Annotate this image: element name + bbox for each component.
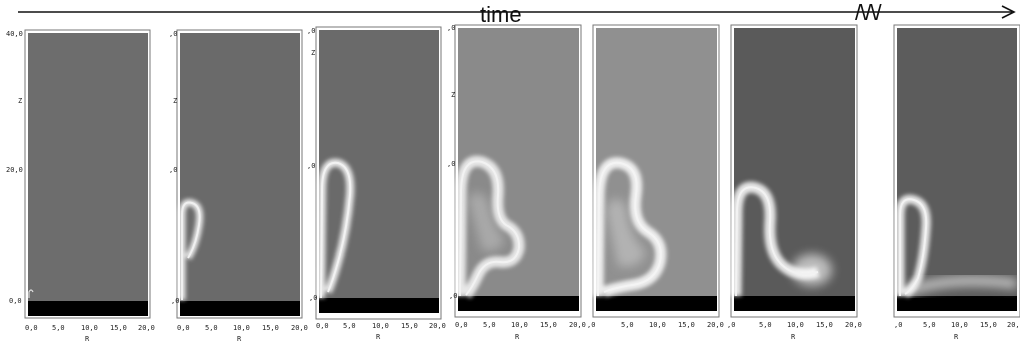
svg-text:10,0: 10,0 <box>372 322 389 330</box>
frame-1-plume <box>28 289 34 298</box>
frame-6-field <box>734 28 855 296</box>
svg-text:15,0: 15,0 <box>980 321 997 329</box>
svg-text:5,0: 5,0 <box>621 321 634 329</box>
svg-text:5,0: 5,0 <box>205 324 218 332</box>
frame-2-plume <box>178 199 204 300</box>
svg-text:0,0: 0,0 <box>455 321 468 329</box>
svg-text:Z: Z <box>311 49 315 57</box>
frame-3-plume <box>317 158 355 299</box>
frame-5: ,0 5,0 10,0 15,0 20,0 <box>587 24 724 329</box>
x-tick-5: 5,0 <box>52 324 65 332</box>
svg-text:,0: ,0 <box>587 321 595 329</box>
svg-text:10,0: 10,0 <box>951 321 968 329</box>
svg-text:10,0: 10,0 <box>649 321 666 329</box>
frame-4: ,0 ,0 ,0 Z 0,0 5,0 10,0 15,0 20,0 R <box>447 24 586 341</box>
svg-text:,0: ,0 <box>449 292 457 300</box>
svg-text:20,0: 20,0 <box>845 321 862 329</box>
svg-text:20,0: 20,0 <box>429 322 446 330</box>
svg-text:,0: ,0 <box>447 24 455 32</box>
z-tick-20: 20,0 <box>6 166 23 174</box>
x-axis-label: R <box>85 335 90 343</box>
svg-text:15,0: 15,0 <box>401 322 418 330</box>
time-label: time <box>480 2 522 27</box>
svg-text:5,0: 5,0 <box>483 321 496 329</box>
svg-text:0,0: 0,0 <box>316 322 329 330</box>
frame-3: ,0 ,0 ,0 Z 0,0 5,0 10,0 15,0 20,0 R <box>307 26 446 341</box>
svg-text:10,0: 10,0 <box>233 324 250 332</box>
svg-text:20,0: 20,0 <box>291 324 308 332</box>
frame-6-plume <box>730 181 832 297</box>
x-tick-15: 15,0 <box>110 324 127 332</box>
frame-7-plume <box>895 194 1018 298</box>
svg-text:20,0: 20,0 <box>707 321 724 329</box>
svg-text:,0: ,0 <box>307 162 315 170</box>
svg-text:,0: ,0 <box>447 160 455 168</box>
svg-text:R: R <box>515 333 520 341</box>
svg-text:5,0: 5,0 <box>923 321 936 329</box>
svg-text:5,0: 5,0 <box>343 322 356 330</box>
frame-1-field <box>28 33 148 301</box>
svg-text:,0: ,0 <box>309 294 317 302</box>
svg-text:R: R <box>791 333 796 341</box>
x-tick-10: 10,0 <box>81 324 98 332</box>
svg-text:R: R <box>954 333 959 341</box>
z-tick-40: 40,0 <box>6 30 23 38</box>
frame-7: ,0 5,0 10,0 15,0 20, R <box>893 24 1020 341</box>
svg-text:15,0: 15,0 <box>540 321 557 329</box>
frame-1: 40,0 20,0 0,0 Z 0,0 5,0 10,0 15,0 20,0 R <box>6 29 155 343</box>
svg-text:Z: Z <box>451 91 455 99</box>
svg-text:15,0: 15,0 <box>816 321 833 329</box>
svg-text:,0: ,0 <box>307 27 315 35</box>
time-arrow <box>18 5 1016 19</box>
svg-text:15,0: 15,0 <box>262 324 279 332</box>
svg-text:R: R <box>376 333 381 341</box>
svg-text:5,0: 5,0 <box>759 321 772 329</box>
svg-text:20,: 20, <box>1007 321 1020 329</box>
svg-text:,0: ,0 <box>169 166 177 174</box>
svg-text:,0: ,0 <box>171 297 179 305</box>
svg-text:,0: ,0 <box>727 321 735 329</box>
svg-text:,0: ,0 <box>894 321 902 329</box>
frame-2-field <box>180 33 300 301</box>
x-tick-20: 20,0 <box>138 324 155 332</box>
frame-4-plume <box>454 155 525 299</box>
frame-7-field <box>897 28 1017 296</box>
z-axis-label: Z <box>18 97 22 105</box>
svg-text:R: R <box>237 335 242 343</box>
svg-text:Z: Z <box>173 97 177 105</box>
svg-text:15,0: 15,0 <box>678 321 695 329</box>
time-break-mark: /\/\/ <box>855 0 882 25</box>
svg-text:10,0: 10,0 <box>511 321 528 329</box>
svg-text:20,0: 20,0 <box>569 321 586 329</box>
frame-6: ,0 5,0 10,0 15,0 20,0 R <box>727 24 862 341</box>
x-tick-0: 0,0 <box>25 324 38 332</box>
frame-5-plume <box>592 157 667 298</box>
svg-text:,0: ,0 <box>169 30 177 38</box>
svg-text:10,0: 10,0 <box>787 321 804 329</box>
z-tick-0: 0,0 <box>9 297 22 305</box>
svg-text:0,0: 0,0 <box>177 324 190 332</box>
frame-2: ,0 ,0 ,0 Z 0,0 5,0 10,0 15,0 20,0 R <box>169 29 308 343</box>
